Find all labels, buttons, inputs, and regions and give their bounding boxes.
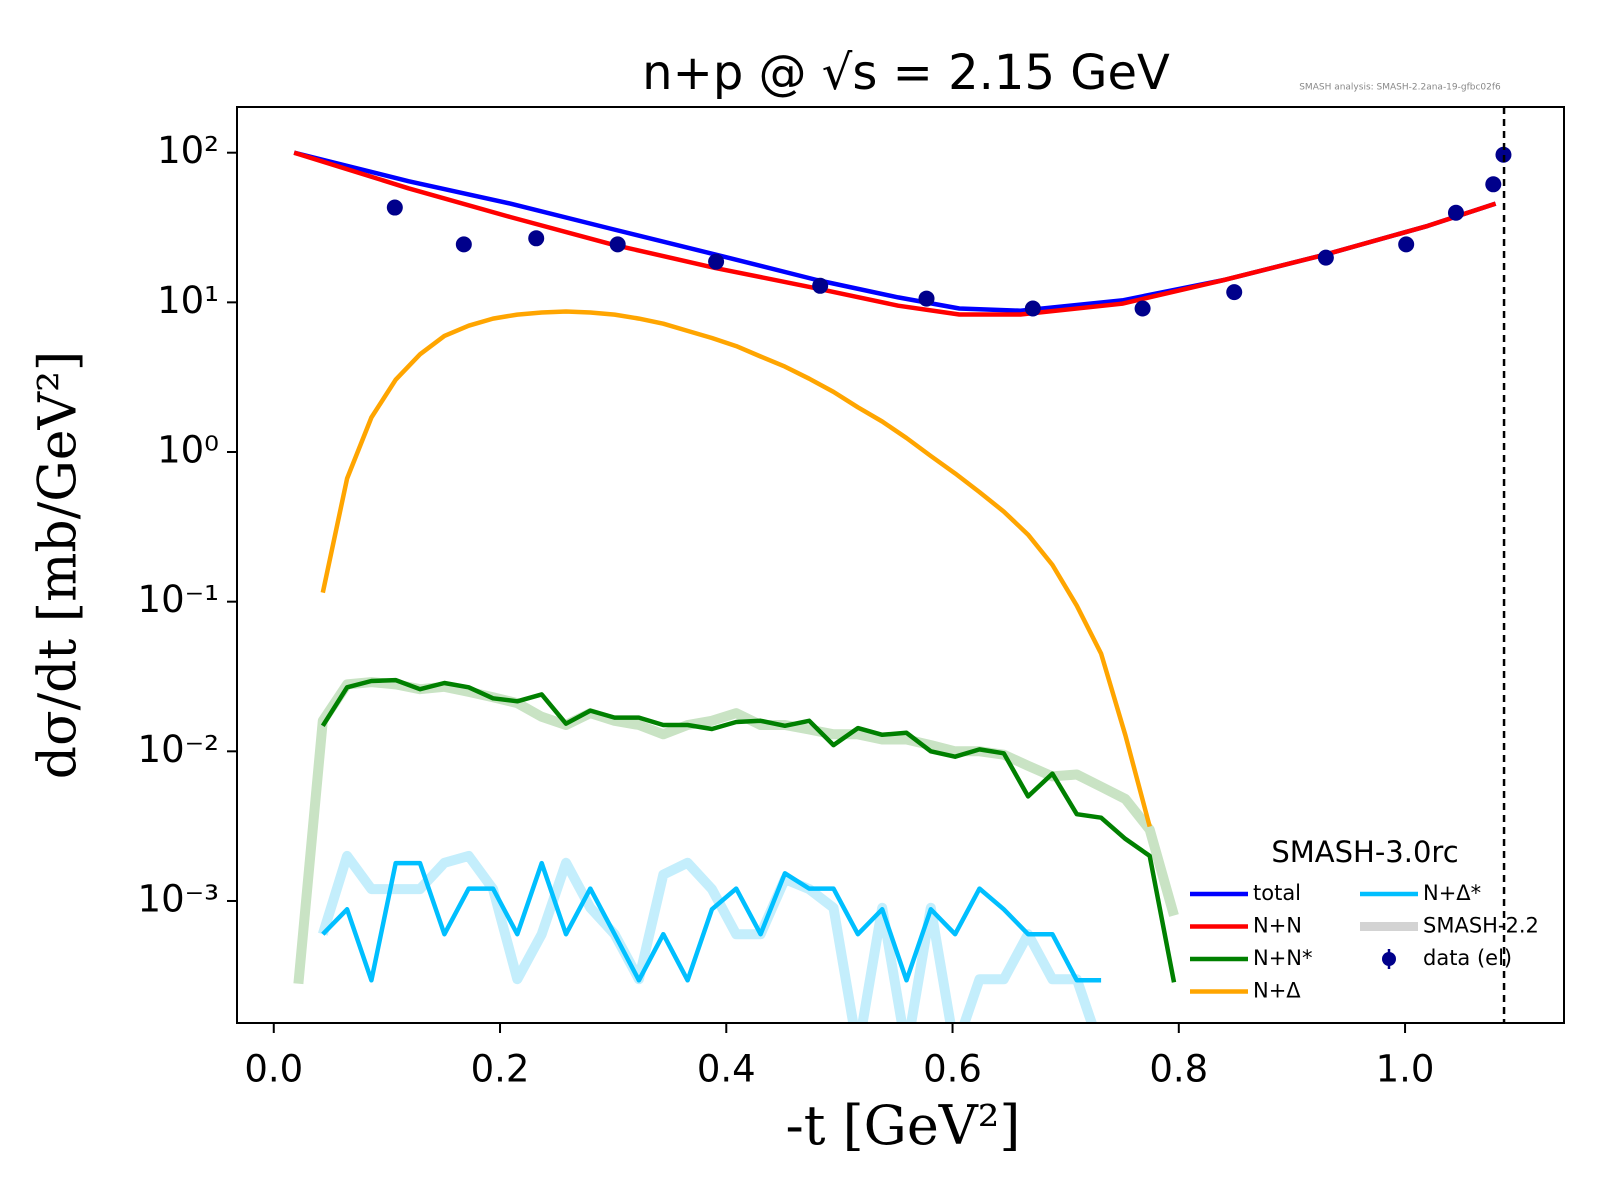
x-tick-label: 0.6 (923, 1048, 982, 1091)
data-point (1485, 176, 1502, 193)
data-point (1024, 300, 1041, 317)
data-point (1317, 249, 1334, 266)
legend: SMASH-3.0rc total N+N N+N* N+Δ N+Δ* SMASH-2.2 d… (1190, 835, 1539, 1003)
data-point (918, 290, 935, 307)
data-point (812, 277, 829, 294)
legend-label: N+N (1253, 914, 1302, 938)
data-point (1447, 204, 1464, 221)
legend-label: N+N* (1253, 946, 1313, 970)
legend-label: SMASH-2.2 (1423, 914, 1539, 938)
line-series (293, 150, 1497, 317)
legend-label: data (el) (1423, 946, 1512, 970)
axes: 0.0 0.2 0.4 0.6 0.8 1.0 10⁻³ 10⁻² 10⁻¹ 10⁰ 10¹ 10² (138, 107, 1506, 1091)
legend-marker (1382, 952, 1396, 966)
annotation: SMASH analysis: SMASH-2.2ana-19-gfbc02f6 (1299, 83, 1501, 93)
x-tick-label: 1.0 (1376, 1048, 1435, 1091)
y-tick-label: 10⁻³ (138, 877, 219, 920)
x-tick-label: 0.0 (244, 1048, 303, 1091)
x-axis-label: -t [GeV²] (786, 1094, 1021, 1157)
x-tick-label: 0.2 (471, 1048, 530, 1091)
x-tick-label: 0.8 (1149, 1048, 1208, 1091)
line-series (320, 309, 1152, 828)
y-tick-label: 10⁰ (157, 429, 219, 472)
legend-title: SMASH-3.0rc (1271, 835, 1458, 869)
legend-label: N+Δ* (1423, 881, 1481, 905)
data-point (528, 230, 545, 247)
y-tick-label: 10² (157, 129, 219, 172)
y-axis-label: dσ/dt [mb/GeV²] (29, 351, 89, 779)
legend-label: N+Δ (1253, 979, 1301, 1003)
y-tick-label: 10¹ (157, 279, 219, 322)
data-point (1226, 284, 1243, 301)
line-series (320, 677, 1177, 983)
y-tick-label: 10⁻¹ (138, 578, 219, 621)
plot-area (293, 146, 1512, 1023)
plot-frame (236, 106, 1565, 1024)
y-tick-label: 10⁻² (138, 728, 219, 771)
data-point (609, 236, 626, 253)
chart-title: n+p @ √s = 2.15 GeV (642, 45, 1170, 101)
data-point (708, 253, 725, 270)
line-series (321, 860, 1102, 983)
x-tick-label: 0.4 (697, 1048, 756, 1091)
data-point (386, 199, 403, 216)
data-point (1398, 236, 1415, 253)
reference-line-series (293, 677, 1179, 985)
legend-label: total (1253, 881, 1301, 905)
data-point (1134, 300, 1151, 317)
data-point (455, 236, 472, 253)
reference-line-series (318, 850, 1097, 1023)
data-point (1495, 146, 1512, 163)
